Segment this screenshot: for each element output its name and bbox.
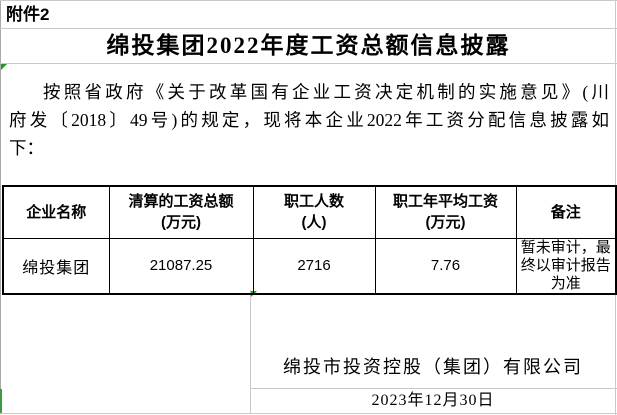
attachment-label[interactable]: 附件2 [6, 5, 50, 24]
intro-line-3: 下： [9, 138, 44, 158]
gridline-below-attachment [0, 28, 617, 29]
gridline-bottom [0, 413, 617, 414]
intro-line-2: 府发〔2018〕49号)的规定，现将本企业2022年工资分配信息披露如 [9, 110, 609, 130]
header-company[interactable]: 企业名称 [2, 185, 110, 239]
header-avg-wage[interactable]: 职工年平均工资 (万元) [374, 185, 517, 239]
header-remark[interactable]: 备注 [515, 185, 617, 239]
intro-paragraph[interactable]: 按照省政府《关于改革国有企业工资决定机制的实施意见》(川 府发〔2018〕49号… [9, 78, 609, 162]
wage-disclosure-table: 企业名称 清算的工资总额 (万元) 职工人数 (人) 职工年平均工资 (万元) … [2, 185, 617, 295]
cell-company[interactable]: 绵投集团 [2, 237, 110, 294]
signature-company[interactable]: 绵投市投资控股（集团）有限公司 [283, 357, 583, 377]
gridline-left-edge [0, 0, 1, 389]
cell-error-triangle-icon [1, 64, 7, 70]
table-header-row: 企业名称 清算的工资总额 (万元) 职工人数 (人) 职工年平均工资 (万元) … [2, 185, 617, 239]
gridline-footer-column [250, 290, 251, 413]
cell-employees[interactable]: 2716 [252, 237, 376, 294]
cell-remark[interactable]: 暂未审计，最终以审计报告为准 [515, 237, 617, 294]
left-edge-green-segment [0, 389, 2, 414]
header-total-wage[interactable]: 清算的工资总额 (万元) [108, 185, 254, 239]
gridline-top [0, 0, 617, 1]
cell-total-wage[interactable]: 21087.25 [108, 237, 254, 294]
signature-date[interactable]: 2023年12月30日 [371, 392, 495, 409]
cell-avg-wage[interactable]: 7.76 [374, 237, 517, 294]
header-employees[interactable]: 职工人数 (人) [252, 185, 376, 239]
table-row: 绵投集团 21087.25 2716 7.76 暂未审计，最终以审计报告为准 [2, 237, 617, 294]
gridline-below-title [0, 63, 617, 64]
document-title[interactable]: 绵投集团2022年度工资总额信息披露 [106, 33, 511, 58]
gridline-below-signature [250, 388, 617, 389]
intro-line-1: 按照省政府《关于改革国有企业工资决定机制的实施意见》(川 [43, 82, 609, 102]
